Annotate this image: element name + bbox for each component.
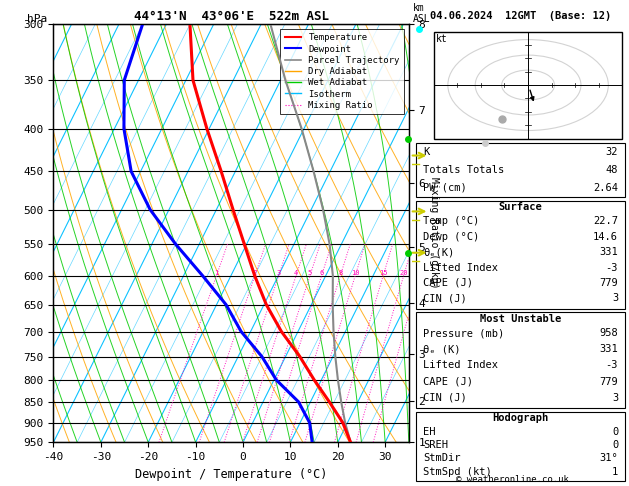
Text: -3: -3 [606, 262, 618, 273]
Text: 0: 0 [612, 440, 618, 450]
Text: 4: 4 [294, 270, 298, 276]
Text: 779: 779 [599, 278, 618, 288]
Text: Dewp (°C): Dewp (°C) [423, 231, 479, 242]
Text: -3: -3 [606, 361, 618, 370]
Text: CAPE (J): CAPE (J) [423, 278, 473, 288]
Text: θₑ (K): θₑ (K) [423, 345, 460, 354]
Text: Temp (°C): Temp (°C) [423, 216, 479, 226]
Y-axis label: Mixing Ratio (g/kg): Mixing Ratio (g/kg) [429, 177, 439, 289]
Text: 1: 1 [612, 467, 618, 477]
Text: 2.64: 2.64 [593, 183, 618, 193]
Text: Lifted Index: Lifted Index [423, 262, 498, 273]
Text: hPa: hPa [27, 14, 47, 24]
Bar [416, 412, 625, 481]
Title: 44°13'N  43°06'E  522m ASL: 44°13'N 43°06'E 522m ASL [133, 10, 329, 23]
Text: CIN (J): CIN (J) [423, 393, 467, 403]
Text: 8: 8 [338, 270, 342, 276]
Text: K: K [423, 147, 429, 157]
Text: 1: 1 [214, 270, 219, 276]
Text: PW (cm): PW (cm) [423, 183, 467, 193]
Text: Pressure (mb): Pressure (mb) [423, 328, 504, 338]
Text: 0: 0 [612, 427, 618, 436]
Text: 6: 6 [320, 270, 324, 276]
Text: Lifted Index: Lifted Index [423, 361, 498, 370]
Text: Surface: Surface [499, 202, 542, 212]
Text: 14.6: 14.6 [593, 231, 618, 242]
Text: 3: 3 [612, 393, 618, 403]
Bar [416, 201, 625, 309]
Text: 3: 3 [612, 294, 618, 303]
Text: 22.7: 22.7 [593, 216, 618, 226]
Text: CAPE (J): CAPE (J) [423, 377, 473, 386]
Text: 958: 958 [599, 328, 618, 338]
Text: StmSpd (kt): StmSpd (kt) [423, 467, 492, 477]
Bar [416, 143, 625, 197]
Text: 331: 331 [599, 345, 618, 354]
Text: θₑ(K): θₑ(K) [423, 247, 454, 257]
Text: 331: 331 [599, 247, 618, 257]
Bar [416, 312, 625, 408]
Text: 779: 779 [599, 377, 618, 386]
Text: 5: 5 [308, 270, 312, 276]
Text: 20: 20 [399, 270, 408, 276]
Text: kt: kt [436, 34, 448, 44]
Bar [434, 32, 623, 139]
Legend: Temperature, Dewpoint, Parcel Trajectory, Dry Adiabat, Wet Adiabat, Isotherm, Mi: Temperature, Dewpoint, Parcel Trajectory… [281, 29, 404, 114]
X-axis label: Dewpoint / Temperature (°C): Dewpoint / Temperature (°C) [135, 468, 327, 481]
Text: Totals Totals: Totals Totals [423, 165, 504, 175]
Text: © weatheronline.co.uk: © weatheronline.co.uk [456, 474, 569, 484]
Text: 10: 10 [351, 270, 360, 276]
Text: 32: 32 [606, 147, 618, 157]
Text: SREH: SREH [423, 440, 448, 450]
Text: 04.06.2024  12GMT  (Base: 12): 04.06.2024 12GMT (Base: 12) [430, 11, 611, 21]
Text: 15: 15 [379, 270, 387, 276]
Text: 2: 2 [253, 270, 257, 276]
Text: km
ASL: km ASL [413, 3, 430, 24]
Text: StmDir: StmDir [423, 453, 460, 464]
Text: 48: 48 [606, 165, 618, 175]
Text: Most Unstable: Most Unstable [480, 314, 561, 324]
Text: EH: EH [423, 427, 435, 436]
Text: 3: 3 [277, 270, 281, 276]
Text: 31°: 31° [599, 453, 618, 464]
Text: Hodograph: Hodograph [493, 414, 548, 423]
Text: CIN (J): CIN (J) [423, 294, 467, 303]
